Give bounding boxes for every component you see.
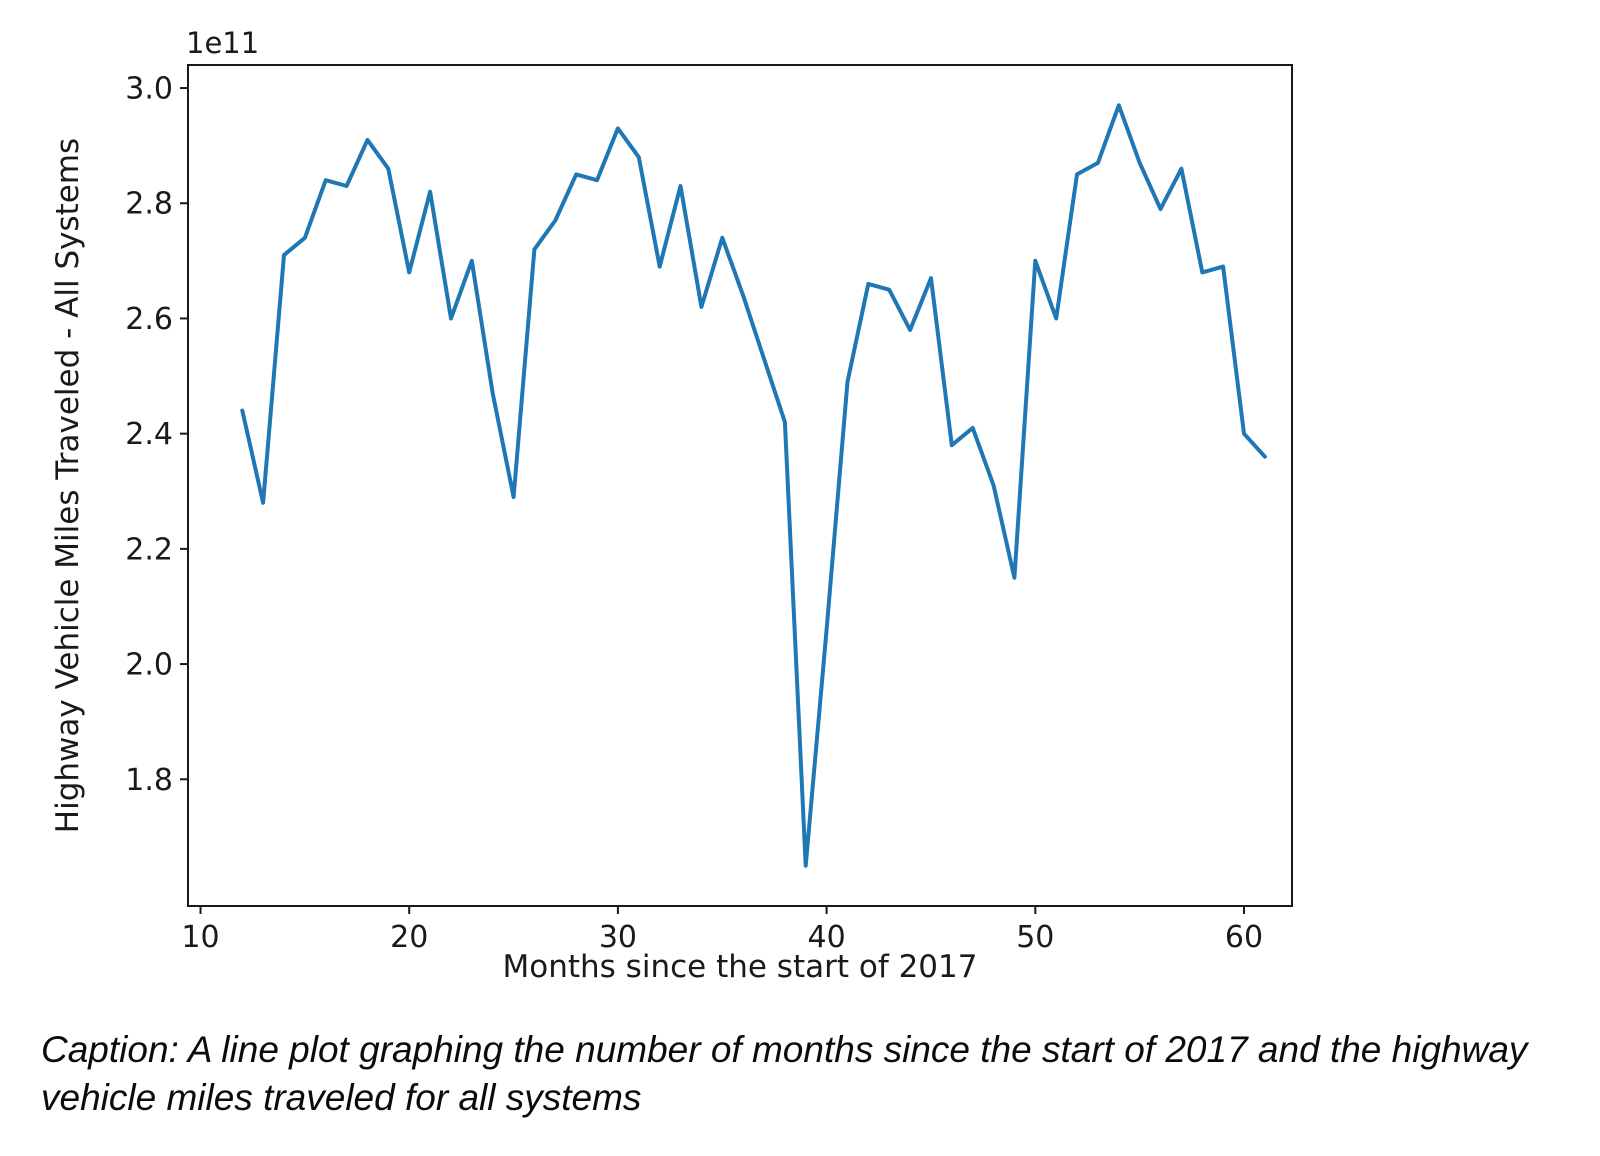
y-axis-label: Highway Vehicle Miles Traveled - All Sys…: [50, 138, 86, 833]
y-tick-label: 3.0: [125, 72, 173, 107]
x-tick-label: 10: [181, 920, 219, 955]
x-tick-label: 30: [599, 920, 637, 955]
y-tick-label: 1.8: [125, 763, 173, 798]
plot-area-border: [187, 64, 1293, 907]
y-tick-label: 2.2: [125, 532, 173, 567]
x-tick-label: 20: [390, 920, 428, 955]
figure-caption-line1: Caption: A line plot graphing the number…: [41, 1029, 1528, 1070]
figure-caption-line2: vehicle miles traveled for all systems: [41, 1077, 642, 1118]
y-tick-label: 2.8: [125, 187, 173, 222]
y-tick-label: 2.6: [125, 302, 173, 337]
line-chart-figure: 1.8 2.0 2.2 2.4 2.6 2.8 3.0 10 20 30 40 50 60 1e11 Mon…: [50, 26, 1293, 985]
figure-caption: Caption: A line plot graphing the number…: [41, 1026, 1581, 1122]
x-tick-label: 40: [808, 920, 846, 955]
x-tick-label: 60: [1225, 920, 1263, 955]
y-axis-offset-label: 1e11: [186, 26, 259, 60]
x-tick-label: 50: [1016, 920, 1054, 955]
y-tick-label: 2.0: [125, 648, 173, 683]
data-line: [240, 103, 1267, 868]
x-axis-label: Months since the start of 2017: [503, 949, 978, 985]
line-chart-svg: 1.8 2.0 2.2 2.4 2.6 2.8 3.0 10 20 30 40 50 60 1e11 Mon…: [50, 26, 1293, 985]
y-tick-label: 2.4: [125, 417, 173, 452]
